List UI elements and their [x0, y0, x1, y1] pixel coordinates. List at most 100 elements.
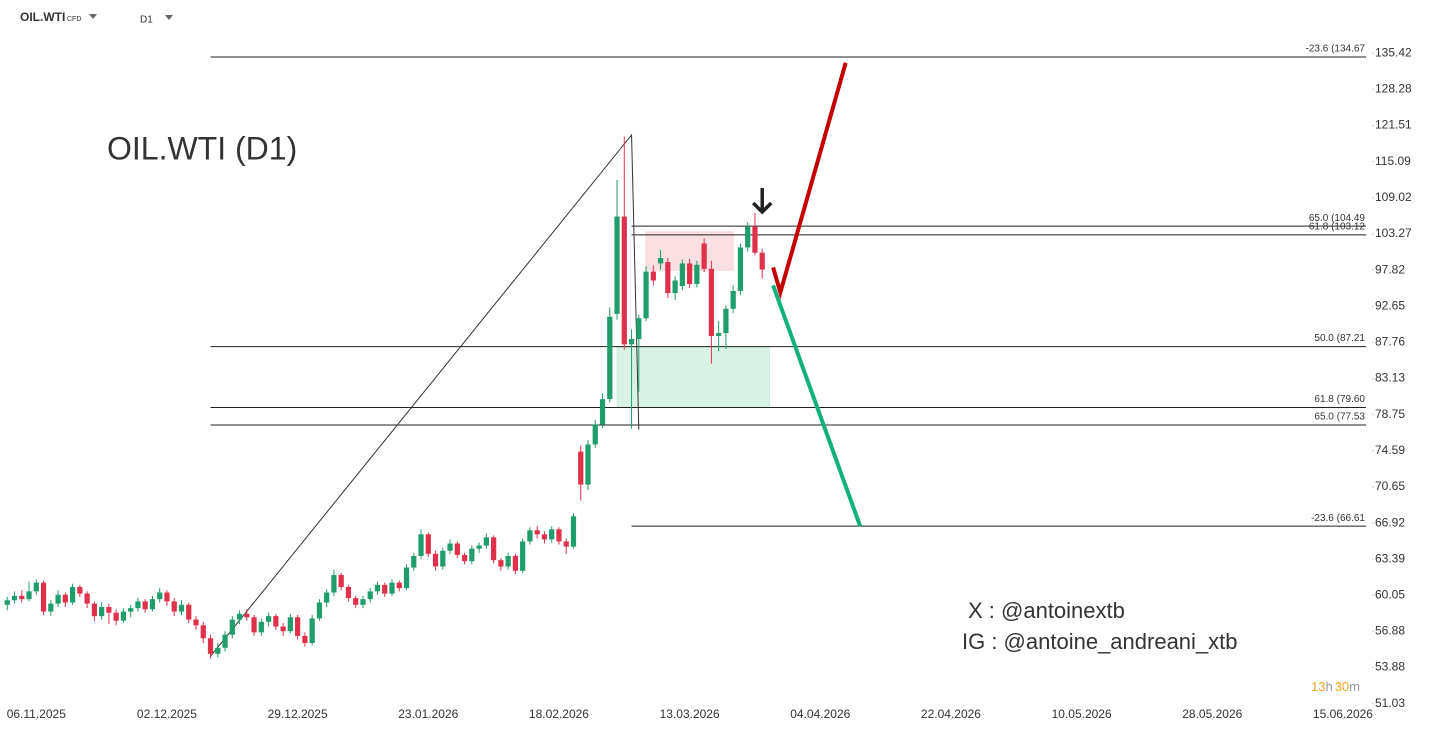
candle-body — [11, 595, 18, 601]
candle-body — [607, 316, 613, 400]
candle-body — [411, 555, 417, 568]
countdown-part: m — [1349, 679, 1360, 694]
candle-body — [498, 560, 504, 567]
candle-body — [149, 599, 156, 610]
candle-body — [200, 625, 206, 639]
candle-body — [258, 621, 264, 633]
y-tick-label: 103.27 — [1375, 226, 1412, 240]
candle-body — [77, 586, 83, 594]
candle-body — [48, 603, 54, 612]
candle-body — [207, 638, 214, 654]
candle-body — [215, 647, 221, 654]
interval-dropdown[interactable] — [165, 15, 173, 20]
candle-body — [62, 594, 68, 603]
candle-body — [389, 582, 395, 594]
projection — [771, 284, 863, 527]
candle-body — [541, 534, 548, 540]
candle-body — [106, 607, 112, 613]
candle-body — [708, 268, 715, 337]
candle-body — [657, 258, 664, 264]
candle-body — [643, 271, 649, 319]
countdown: 13h 30m — [1311, 679, 1360, 694]
candle-body — [324, 592, 330, 603]
candle-body — [491, 537, 497, 561]
candle-body — [665, 262, 671, 294]
symbol-dropdown[interactable] — [89, 14, 97, 19]
candle-body — [752, 226, 758, 253]
candle-body — [280, 626, 286, 632]
y-tick-label: 53.88 — [1375, 660, 1405, 674]
candle-body — [120, 611, 127, 621]
candle-body — [454, 543, 460, 555]
x-tick-label: 29.12.2025 — [268, 707, 328, 721]
candle-body — [737, 247, 744, 291]
candle-body — [723, 308, 729, 334]
y-tick-label: 135.42 — [1375, 45, 1412, 59]
candle-body — [374, 584, 381, 592]
candle-body — [186, 604, 192, 620]
candle-body — [599, 399, 606, 425]
candle-body — [244, 613, 250, 618]
x-tick-label: 23.01.2026 — [398, 707, 458, 721]
y-tick-label: 115.09 — [1375, 154, 1411, 168]
candle-body — [614, 216, 620, 314]
candle-body — [251, 617, 257, 633]
x-tick-label: 15.06.2026 — [1313, 707, 1373, 721]
zone — [616, 346, 770, 408]
candle-body — [672, 280, 678, 294]
candle-body — [679, 263, 685, 287]
candle-body — [367, 591, 373, 600]
candle-body — [128, 608, 134, 612]
candle-body — [687, 263, 693, 284]
level-label: 61.8 (103.12 — [1309, 222, 1366, 233]
symbol[interactable]: OIL.WTI — [20, 10, 65, 24]
y-tick-label: 66.92 — [1375, 515, 1405, 529]
candle-body — [99, 607, 105, 617]
candle-body — [236, 613, 243, 620]
candle-body — [164, 592, 170, 602]
candle-body — [447, 543, 453, 551]
x-tick-label: 13.03.2026 — [660, 707, 720, 721]
candle-body — [265, 616, 272, 622]
candle-body — [91, 603, 97, 617]
candle-body — [84, 593, 90, 604]
y-tick-label: 97.82 — [1375, 262, 1405, 276]
candle-body — [287, 617, 293, 632]
countdown-part: 13 — [1311, 679, 1325, 694]
candle-body — [730, 290, 736, 309]
candle-body — [527, 530, 533, 542]
x-tick-label: 06.11.2025 — [7, 707, 66, 721]
x-tick-label: 22.04.2026 — [921, 707, 981, 721]
candle-body — [26, 591, 32, 600]
annotation: X : @antoinextb — [968, 598, 1125, 623]
candle-body — [157, 592, 163, 600]
candle-body — [135, 601, 141, 609]
candle-body — [440, 550, 446, 567]
candle-body — [229, 619, 235, 635]
annotation: IG : @antoine_andreani_xtb — [962, 629, 1238, 654]
candle-body — [302, 635, 308, 643]
candle-body — [316, 602, 323, 619]
candle-body — [694, 264, 700, 284]
candle-body — [745, 226, 751, 248]
candle-body — [338, 575, 344, 587]
level-label: -23.6 (66.61 — [1311, 513, 1365, 524]
candle-body — [716, 333, 722, 337]
countdown-part: 30 — [1335, 679, 1349, 694]
candle-body — [469, 548, 475, 562]
candle-body — [331, 575, 337, 593]
candle-body — [171, 601, 177, 612]
y-tick-label: 109.02 — [1375, 190, 1412, 204]
candle-body — [403, 567, 410, 589]
candle-body — [295, 617, 301, 636]
candle-body — [309, 618, 315, 643]
candle-body — [178, 604, 185, 612]
candle-body — [142, 601, 148, 610]
y-tick-label: 83.13 — [1375, 371, 1405, 385]
candle-body — [520, 541, 526, 571]
level-label: 61.8 (79.60 — [1314, 394, 1365, 405]
candle-body — [113, 612, 119, 621]
candle-body — [556, 529, 562, 542]
interval[interactable]: D1 — [140, 15, 153, 26]
